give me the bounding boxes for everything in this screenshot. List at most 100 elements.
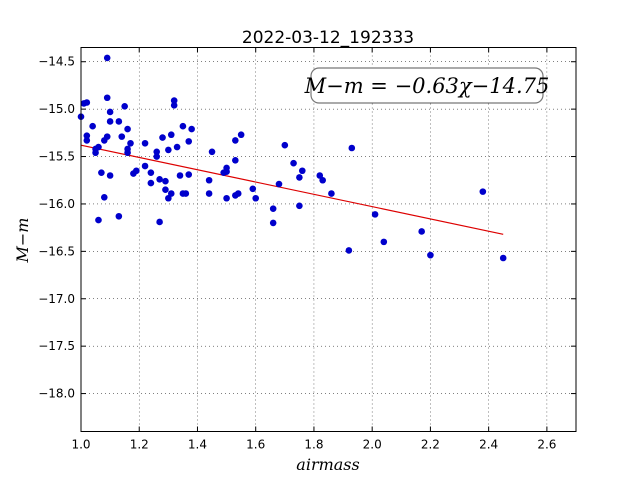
data-point (141, 139, 149, 147)
data-point (371, 211, 379, 218)
data-point (83, 99, 91, 106)
data-point (141, 162, 149, 170)
data-point (275, 180, 283, 188)
data-point (159, 134, 166, 141)
data-point (106, 172, 114, 179)
data-point (153, 153, 161, 160)
data-point (118, 133, 126, 140)
data-point (103, 54, 111, 62)
x-tick-label: 2.4 (479, 438, 498, 452)
data-point (290, 159, 297, 167)
data-point (328, 190, 335, 197)
grid-lines (81, 47, 576, 432)
data-point (208, 148, 216, 156)
fit-line-layer (80, 144, 504, 235)
y-tick-label: −16.0 (38, 197, 75, 211)
chart-title: 2022-03-12_192333 (242, 28, 414, 48)
data-point (281, 141, 289, 149)
data-point (418, 228, 425, 235)
data-point (185, 171, 193, 178)
data-point (92, 149, 99, 157)
data-point (162, 186, 169, 194)
data-point (298, 167, 306, 175)
data-point (124, 149, 131, 157)
data-point (316, 172, 324, 179)
x-tick-label: 1.6 (246, 438, 265, 452)
data-point (205, 190, 213, 197)
data-point (98, 169, 105, 176)
fit-equation-box: M−m = −0.63χ−14.75 (304, 67, 550, 104)
data-point (147, 179, 155, 187)
data-point (182, 190, 190, 197)
y-tick-label: −16.5 (38, 244, 75, 258)
data-point (348, 144, 356, 152)
data-point (205, 176, 213, 184)
data-point (237, 131, 245, 139)
data-point (223, 194, 230, 202)
data-point (165, 146, 172, 154)
data-point (106, 108, 114, 116)
y-tick-label: −17.0 (38, 292, 75, 306)
y-tick-labels: −14.5 −15.0 −15.5 −16.0 −16.5 −17.0 −17.5 −18.0 (38, 55, 75, 401)
data-point (115, 212, 123, 220)
data-point (380, 238, 388, 246)
data-point (153, 148, 161, 156)
data-point (115, 118, 123, 125)
data-point (479, 188, 487, 195)
data-point (185, 138, 193, 145)
data-point (103, 133, 111, 140)
data-point (95, 143, 102, 151)
data-point (167, 131, 175, 139)
x-tick-labels: 1.0 1.2 1.4 1.6 1.8 2.0 2.2 2.4 2.6 (71, 438, 556, 452)
scatter-points (77, 54, 507, 262)
y-tick-label: −17.5 (38, 339, 75, 353)
data-point (223, 164, 230, 172)
data-point (252, 194, 260, 202)
x-tick-label: 2.0 (363, 438, 382, 452)
y-tick-label: −14.5 (38, 55, 75, 69)
data-point (188, 125, 195, 133)
data-point (179, 122, 187, 130)
y-tick-label: −15.5 (38, 150, 75, 164)
data-point (319, 176, 326, 184)
data-point (89, 122, 96, 130)
x-axis-label: airmass (296, 455, 359, 474)
data-point (106, 118, 114, 125)
data-point (173, 143, 181, 151)
data-point (167, 190, 175, 197)
x-tick-label: 1.8 (304, 438, 323, 452)
data-point (147, 169, 155, 176)
plot-background (81, 47, 576, 432)
x-tick-label: 1.0 (71, 438, 90, 452)
data-point (156, 175, 163, 183)
fit-line (80, 144, 504, 235)
data-point (83, 137, 91, 144)
y-axis-label: M−m (13, 218, 32, 264)
data-point (100, 194, 108, 201)
y-tick-label: −15.0 (38, 102, 75, 116)
fit-equation: M−m = −0.63χ−14.75 (304, 74, 550, 98)
data-point (133, 167, 140, 175)
data-point (296, 202, 303, 210)
data-point (427, 251, 434, 259)
x-tick-label: 2.6 (537, 438, 556, 452)
data-point (103, 94, 111, 102)
data-point (234, 190, 242, 197)
data-point (249, 185, 257, 193)
data-point (499, 254, 507, 262)
x-tick-label: 1.2 (130, 438, 149, 452)
fit-equation-frame (310, 67, 544, 104)
data-point (269, 219, 277, 227)
data-point (176, 172, 184, 179)
data-point (124, 125, 131, 133)
data-point (232, 137, 239, 144)
data-point (95, 216, 102, 224)
plot-area (77, 47, 577, 432)
data-point (162, 177, 169, 185)
data-point (121, 102, 128, 110)
x-tick-label: 1.4 (188, 438, 207, 452)
data-point (170, 97, 178, 104)
data-point (232, 157, 239, 164)
data-point (345, 247, 353, 254)
